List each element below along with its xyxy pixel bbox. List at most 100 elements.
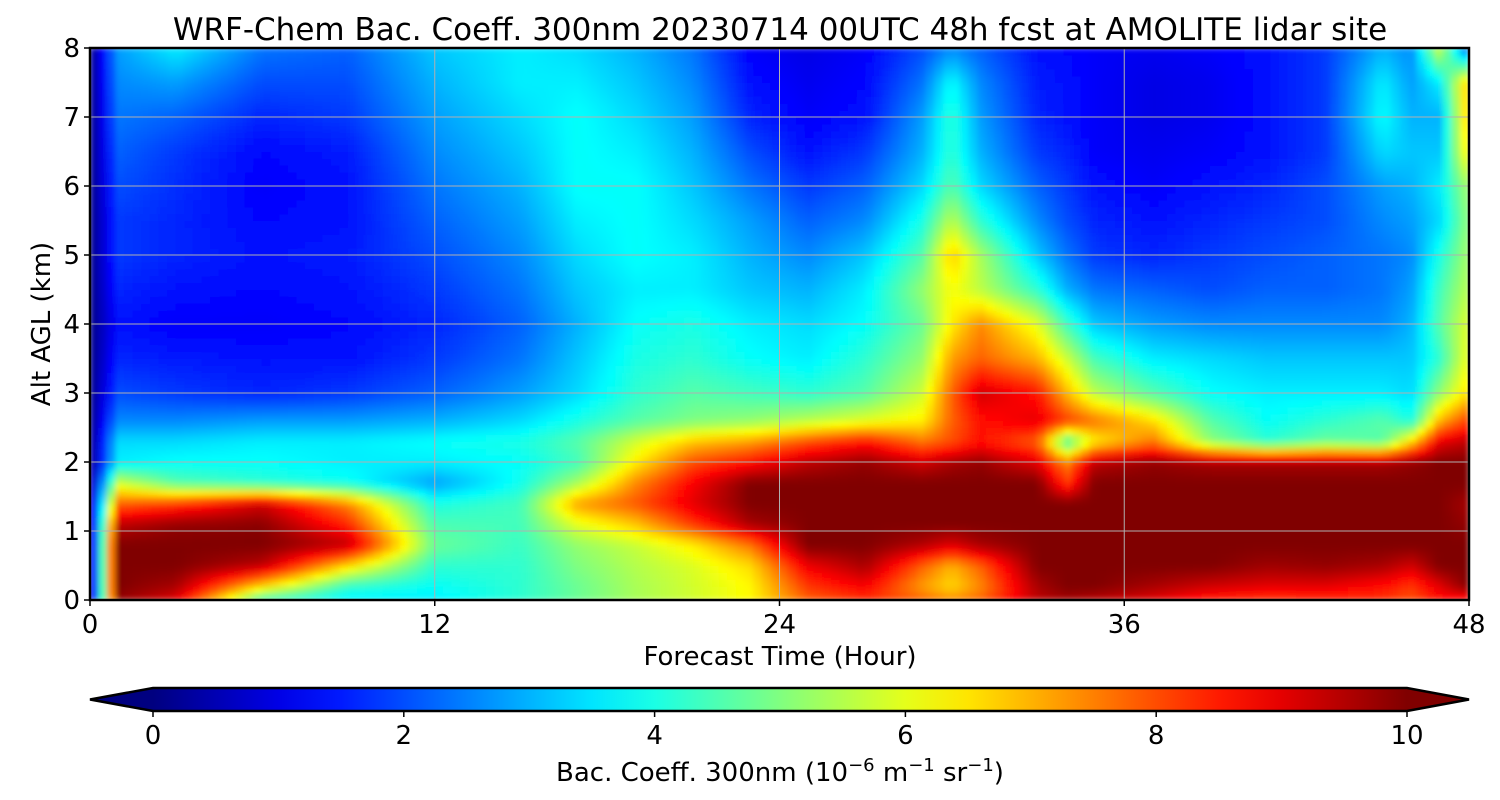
heatmap-cell: [1175, 530, 1186, 539]
heatmap-cell: [658, 516, 668, 525]
heatmap-cell: [356, 440, 367, 449]
heatmap-cell: [365, 461, 375, 470]
heatmap-cell: [511, 468, 522, 477]
heatmap-cell: [1399, 592, 1410, 600]
heatmap-cell: [210, 406, 220, 415]
heatmap-cell: [718, 454, 729, 463]
heatmap-cell: [1209, 440, 1220, 449]
heatmap-cell: [1011, 399, 1022, 408]
heatmap-cell: [1072, 523, 1082, 532]
heatmap-cell: [615, 585, 625, 594]
heatmap-cell: [847, 502, 858, 511]
heatmap-cell: [744, 413, 755, 422]
heatmap-cell: [1227, 523, 1237, 532]
heatmap-cell: [477, 433, 487, 442]
heatmap-cell: [1416, 399, 1427, 408]
heatmap-cell: [485, 399, 496, 408]
heatmap-cell: [1028, 551, 1039, 560]
heatmap-cell: [503, 427, 513, 435]
heatmap-cell: [115, 475, 125, 484]
heatmap-cell: [115, 523, 125, 532]
heatmap-cell: [684, 475, 694, 484]
heatmap-cell: [1434, 433, 1444, 442]
heatmap-cell: [1339, 447, 1349, 456]
heatmap-cell: [1072, 468, 1082, 477]
heatmap-cell: [701, 537, 712, 546]
heatmap-cell: [718, 413, 729, 422]
heatmap-cell: [701, 571, 712, 580]
heatmap-cell: [1201, 509, 1211, 518]
heatmap-cell: [373, 578, 384, 587]
heatmap-cell: [304, 537, 315, 546]
heatmap-cell: [218, 433, 229, 442]
heatmap-cell: [761, 496, 772, 504]
heatmap-cell: [348, 592, 358, 600]
heatmap-cell: [106, 537, 117, 546]
heatmap-cell: [1166, 489, 1177, 497]
heatmap-cell: [365, 420, 375, 428]
heatmap-cell: [1158, 468, 1168, 477]
heatmap-cell: [408, 502, 419, 511]
heatmap-cell: [1278, 399, 1289, 408]
heatmap-cell: [511, 530, 522, 539]
heatmap-cell: [1434, 447, 1444, 456]
heatmap-cell: [718, 433, 729, 442]
heatmap-cell: [98, 406, 108, 415]
heatmap-cell: [261, 433, 272, 442]
heatmap-cell: [1296, 558, 1306, 566]
heatmap-cell: [106, 461, 117, 470]
heatmap-cell: [365, 509, 375, 518]
heatmap-cell: [244, 427, 255, 435]
heatmap-cell: [123, 578, 134, 587]
heatmap-cell: [598, 392, 608, 401]
heatmap-cell: [1046, 530, 1056, 539]
heatmap-cell: [554, 440, 565, 449]
heatmap-cell: [589, 544, 600, 553]
heatmap-cell: [546, 592, 556, 600]
heatmap-cell: [744, 578, 755, 587]
heatmap-cell: [580, 578, 591, 587]
heatmap-cell: [598, 585, 608, 594]
heatmap-cell: [1425, 392, 1436, 401]
heatmap-cell: [873, 454, 884, 463]
heatmap-cell: [968, 475, 979, 484]
heatmap-cell: [1235, 537, 1246, 546]
heatmap-cell: [744, 585, 755, 594]
heatmap-cell: [373, 516, 384, 525]
heatmap-cell: [1313, 551, 1323, 560]
heatmap-cell: [1192, 585, 1203, 594]
heatmap-cell: [804, 571, 815, 580]
heatmap-cell: [1356, 571, 1367, 580]
heatmap-cell: [244, 530, 255, 539]
heatmap-cell: [1115, 447, 1125, 456]
heatmap-cell: [1270, 420, 1280, 428]
heatmap-cell: [477, 454, 487, 463]
heatmap-cell: [873, 585, 884, 594]
heatmap-cell: [1209, 523, 1220, 532]
heatmap-cell: [916, 592, 927, 600]
heatmap-cell: [210, 413, 220, 422]
heatmap-cell: [1270, 440, 1280, 449]
heatmap-cell: [227, 537, 238, 546]
heatmap-cell: [304, 571, 315, 580]
heatmap-cell: [1037, 565, 1048, 573]
heatmap-cell: [408, 544, 419, 553]
heatmap-cell: [865, 509, 875, 518]
heatmap-cell: [287, 420, 298, 428]
heatmap-cell: [382, 523, 393, 532]
heatmap-cell: [348, 454, 358, 463]
heatmap-cell: [529, 468, 539, 477]
heatmap-cell: [908, 475, 918, 484]
heatmap-cell: [735, 468, 746, 477]
heatmap-cell: [460, 558, 470, 566]
heatmap-cell: [554, 585, 565, 594]
heatmap-cell: [442, 571, 453, 580]
heatmap-cell: [1313, 558, 1323, 566]
heatmap-cell: [511, 502, 522, 511]
heatmap-cell: [753, 537, 763, 546]
heatmap-cell: [1054, 420, 1065, 428]
heatmap-cell: [1201, 392, 1211, 401]
heatmap-cell: [1209, 413, 1220, 422]
heatmap-cell: [1080, 489, 1091, 497]
heatmap-cell: [477, 440, 487, 449]
